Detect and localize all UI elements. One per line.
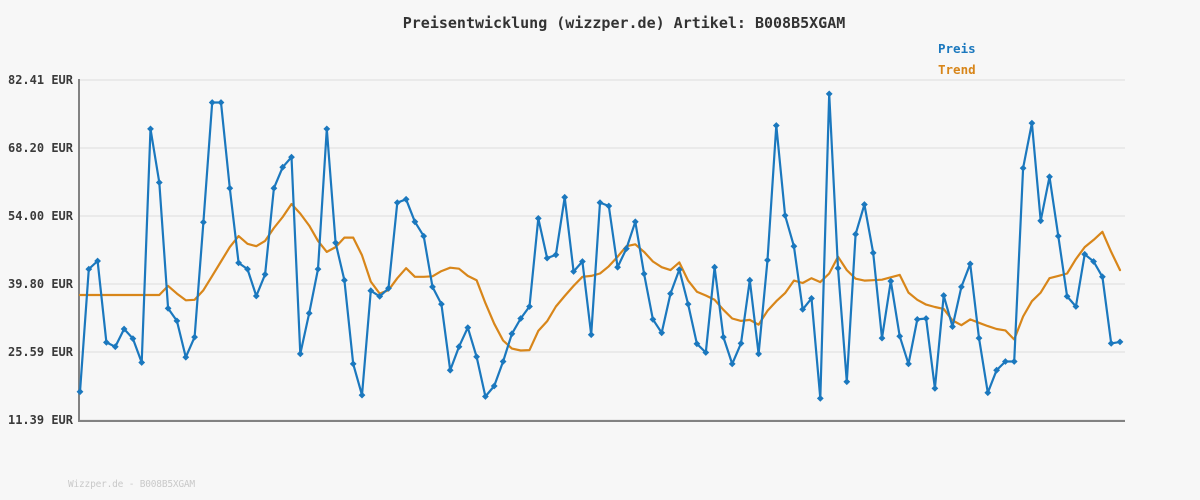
price-line: [78, 92, 1122, 400]
axes: [78, 79, 1125, 422]
y-tick-label: 11.39 EUR: [7, 413, 73, 427]
y-tick-label: 25.59 EUR: [7, 345, 73, 360]
chart-title: Preisentwicklung (wizzper.de) Artikel: B…: [402, 14, 846, 32]
price-point-markers: [76, 90, 1124, 402]
chart-legend: Preis Trend: [938, 38, 976, 80]
trend-line: [78, 202, 1122, 352]
gridlines: [78, 79, 1125, 421]
y-tick-label: 68.20 EUR: [7, 141, 73, 156]
watermark: Wizzper.de - B008B5XGAM: [68, 479, 195, 490]
legend-item-preis: Preis: [938, 41, 976, 56]
y-tick-label: 54.00 EUR: [7, 209, 73, 223]
y-tick-label: 39.80 EUR: [7, 276, 73, 291]
y-tick-label: 82.41 EUR: [7, 73, 73, 87]
legend-item-trend: Trend: [938, 62, 976, 77]
